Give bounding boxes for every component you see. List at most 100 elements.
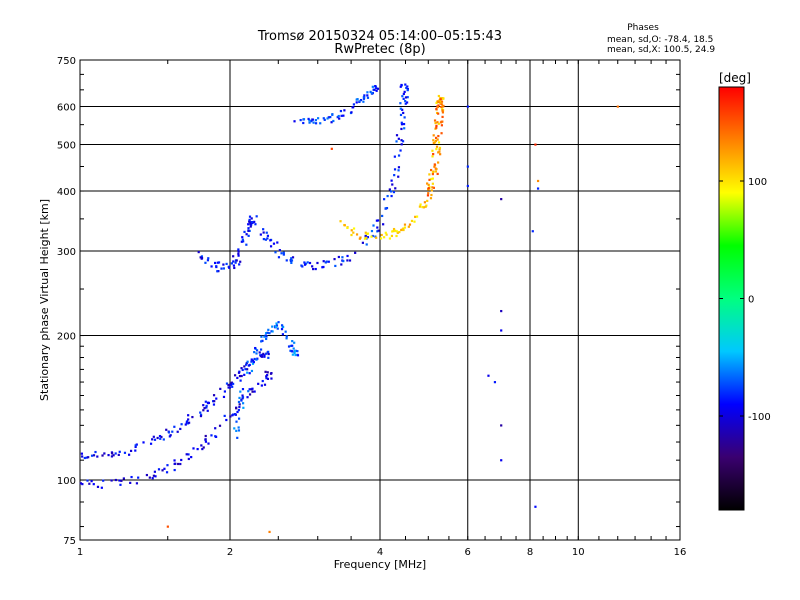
echo-point — [241, 388, 245, 391]
echo-point — [174, 462, 177, 465]
echo-point — [370, 92, 373, 95]
echo-point — [267, 328, 270, 331]
echo-point — [242, 240, 245, 243]
echo-point — [205, 406, 208, 409]
echo-point — [202, 446, 205, 449]
echo-point — [322, 260, 325, 263]
echo-point — [153, 470, 156, 473]
echo-point — [199, 411, 202, 414]
echo-point — [236, 410, 239, 414]
echo-point — [248, 215, 252, 218]
echo-point — [245, 233, 248, 236]
echo-point — [436, 121, 439, 124]
echo-point — [207, 442, 210, 445]
echo-point — [362, 97, 366, 100]
echo-point — [431, 177, 434, 180]
x-tick-label: 8 — [527, 547, 533, 558]
echo-point — [339, 220, 342, 223]
echo-point — [232, 382, 235, 385]
echo-point — [110, 479, 113, 482]
echo-point — [100, 486, 103, 489]
echo-point — [432, 141, 435, 145]
echo-point — [248, 388, 251, 391]
echo-point — [220, 267, 223, 270]
x-tick-label: 16 — [674, 547, 687, 558]
echo-point — [160, 435, 163, 439]
echo-point — [358, 100, 361, 103]
echo-point — [204, 261, 207, 264]
echo-point — [285, 259, 288, 262]
echo-point — [122, 477, 125, 480]
x-axis-label: Frequency [MHz] — [334, 558, 426, 571]
echo-point — [237, 248, 240, 251]
echo-point — [292, 347, 295, 350]
echo-point — [324, 261, 327, 264]
echo-point — [366, 91, 369, 94]
x-tick-label: 2 — [227, 547, 233, 558]
echo-point — [260, 384, 263, 387]
echo-point — [214, 427, 217, 430]
echo-point — [500, 198, 503, 201]
echo-point — [239, 390, 242, 393]
echo-point — [500, 329, 503, 332]
echo-point — [187, 414, 190, 417]
echo-point — [223, 414, 226, 418]
echo-point — [137, 476, 140, 479]
echo-point — [274, 251, 277, 254]
echo-point — [422, 206, 425, 209]
echo-point — [352, 106, 355, 109]
echo-point — [440, 132, 443, 135]
echo-point — [365, 232, 368, 235]
echo-point — [438, 148, 441, 151]
echo-point — [434, 136, 438, 140]
echo-point — [270, 372, 273, 375]
echo-point — [437, 151, 440, 154]
echo-point — [385, 206, 389, 210]
echo-point — [384, 231, 387, 234]
echo-point — [395, 140, 398, 143]
echo-point — [330, 147, 333, 150]
echo-point — [402, 111, 405, 115]
echo-point — [395, 230, 398, 233]
echo-point — [262, 352, 265, 355]
echo-point — [272, 242, 276, 245]
colorbar — [718, 86, 745, 511]
echo-point — [434, 170, 438, 173]
echo-point — [202, 409, 205, 412]
echo-point — [396, 231, 399, 234]
echo-point — [134, 449, 137, 452]
echo-point — [284, 330, 287, 333]
echo-point — [173, 468, 176, 472]
echo-point — [247, 223, 250, 226]
echo-point — [362, 96, 365, 99]
echo-point — [237, 409, 240, 412]
echo-point — [237, 417, 241, 420]
echo-point — [213, 400, 216, 403]
y-tick-label: 750 — [57, 56, 76, 67]
echo-point — [426, 199, 429, 203]
echo-point — [437, 122, 440, 125]
echo-point — [90, 454, 94, 457]
y-tick-label: 300 — [57, 247, 76, 258]
echo-point — [242, 406, 245, 409]
echo-point — [384, 207, 387, 210]
echo-point — [233, 427, 236, 430]
echo-point — [363, 94, 366, 97]
echo-point — [394, 187, 397, 190]
echo-point — [319, 122, 322, 125]
echo-point — [371, 85, 374, 88]
echo-point — [243, 373, 246, 376]
echo-point — [179, 427, 182, 431]
echo-point — [398, 230, 401, 234]
echo-point — [246, 368, 249, 371]
echo-point — [359, 98, 363, 102]
echo-point — [96, 455, 99, 458]
echo-point — [399, 113, 403, 117]
echo-point — [86, 479, 89, 482]
echo-point — [158, 434, 162, 438]
echo-point — [237, 254, 240, 257]
echo-point — [342, 259, 345, 263]
echo-point — [369, 90, 372, 94]
echo-point — [430, 193, 433, 197]
